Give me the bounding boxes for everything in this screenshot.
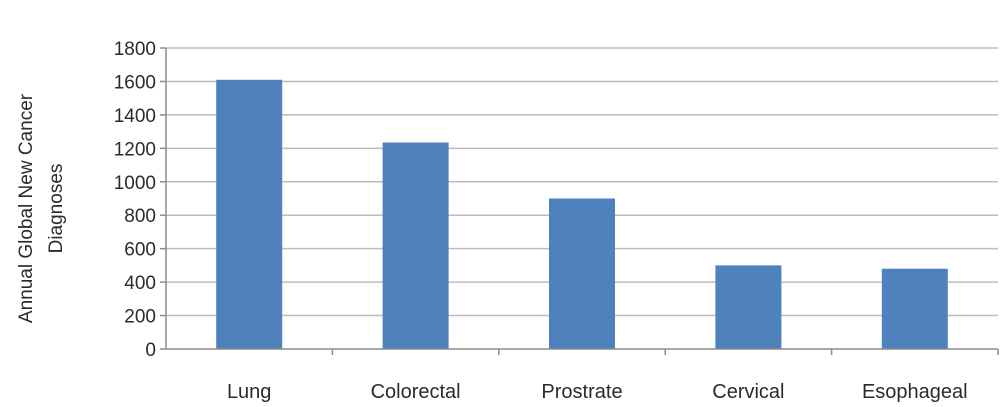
y-tick-label: 1800 — [114, 39, 156, 60]
y-tick-label: 400 — [124, 273, 156, 294]
y-tick-label: 600 — [124, 240, 156, 261]
y-tick-label: 200 — [124, 307, 156, 328]
x-tick-label-cervical: Cervical — [712, 381, 784, 403]
bar-colorectal — [382, 142, 449, 349]
y-axis-title-line-2: Diagnoses — [46, 164, 67, 254]
y-axis-title-line-1: Annual Global New Cancer — [16, 93, 37, 323]
x-tick-label-lung: Lung — [227, 381, 272, 403]
y-tick-label: 1600 — [114, 72, 156, 93]
x-tick-labels: Lung Colorectal Prostrate Cervical Esophagea… — [227, 381, 968, 403]
x-tick-label-esophageal: Esophageal — [862, 381, 968, 403]
x-tick-label-colorectal: Colorectal — [371, 381, 461, 403]
y-axis-title: Annual Global New Cancer Diagnoses — [16, 93, 67, 323]
y-tick-label: 0 — [145, 340, 156, 361]
bars — [216, 79, 999, 355]
y-tick-label: 1200 — [114, 139, 156, 160]
y-tick-labels: 0 200 400 600 800 1000 1200 1400 1600 1800 — [114, 39, 156, 361]
y-tick-label: 1000 — [114, 173, 156, 194]
bar-esophageal — [881, 268, 948, 349]
y-tick-label: 1400 — [114, 106, 156, 127]
bar-prostrate — [549, 198, 615, 349]
bar-cervical — [715, 265, 782, 349]
x-tick-label-prostrate: Prostrate — [541, 381, 622, 403]
bar-lung — [216, 79, 283, 350]
y-tick-label: 800 — [124, 206, 156, 227]
